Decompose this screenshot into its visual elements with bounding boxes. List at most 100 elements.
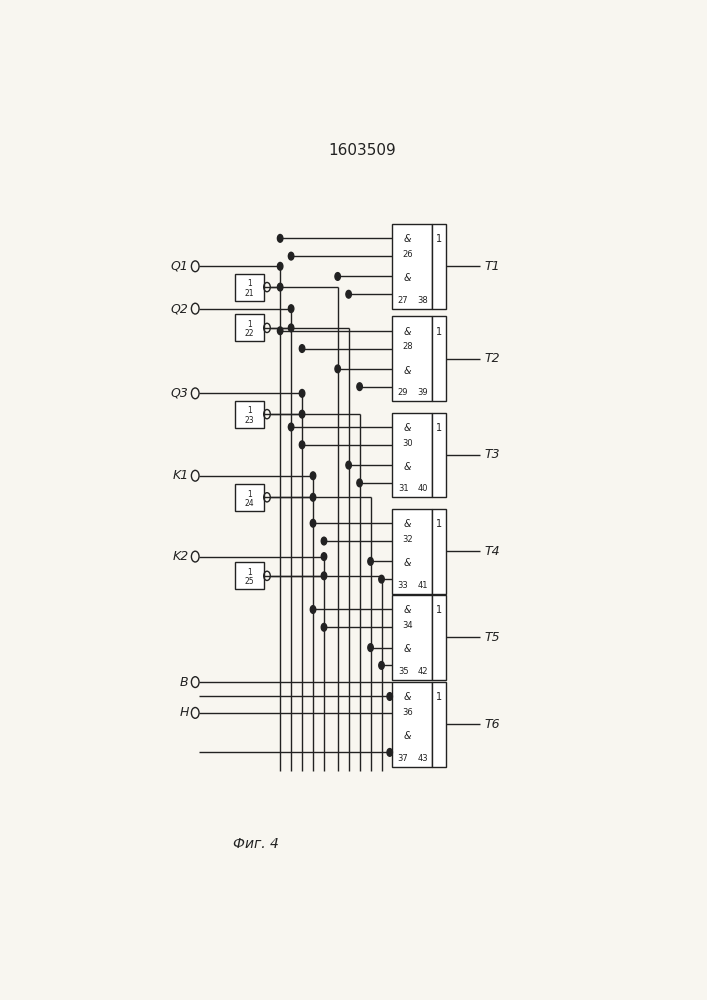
Circle shape xyxy=(321,537,327,545)
Text: 1: 1 xyxy=(436,234,442,244)
Circle shape xyxy=(321,553,327,560)
Text: 28: 28 xyxy=(402,342,413,351)
Text: 40: 40 xyxy=(417,484,428,493)
Text: 24: 24 xyxy=(245,499,255,508)
Text: 1: 1 xyxy=(436,519,442,529)
Text: 1: 1 xyxy=(436,605,442,615)
Bar xyxy=(392,509,432,594)
Text: 33: 33 xyxy=(398,581,409,590)
Text: 27: 27 xyxy=(398,296,409,305)
Text: Q1: Q1 xyxy=(171,260,189,273)
Bar xyxy=(392,413,432,497)
Circle shape xyxy=(310,519,316,527)
Circle shape xyxy=(299,389,305,397)
Bar xyxy=(392,316,432,401)
Circle shape xyxy=(277,283,283,291)
Text: &: & xyxy=(404,692,411,702)
Text: 1: 1 xyxy=(436,327,442,337)
Text: 26: 26 xyxy=(402,250,413,259)
Text: 1: 1 xyxy=(247,568,252,577)
Circle shape xyxy=(288,305,294,312)
Text: &: & xyxy=(404,605,411,615)
Text: 1603509: 1603509 xyxy=(329,143,396,158)
Bar xyxy=(432,413,446,497)
Circle shape xyxy=(299,345,305,352)
Circle shape xyxy=(288,423,294,431)
Circle shape xyxy=(368,644,373,651)
Circle shape xyxy=(321,623,327,631)
Text: &: & xyxy=(404,558,411,568)
Bar xyxy=(235,484,264,511)
Text: 22: 22 xyxy=(245,329,255,338)
Circle shape xyxy=(357,479,363,487)
Text: 41: 41 xyxy=(417,581,428,590)
Text: 34: 34 xyxy=(402,621,413,630)
Circle shape xyxy=(379,575,385,583)
Circle shape xyxy=(346,290,351,298)
Bar xyxy=(235,314,264,341)
Bar xyxy=(235,401,264,428)
Text: T2: T2 xyxy=(484,352,500,365)
Bar xyxy=(392,595,432,680)
Text: 39: 39 xyxy=(417,388,428,397)
Circle shape xyxy=(299,410,305,418)
Bar xyxy=(432,224,446,309)
Text: 43: 43 xyxy=(417,754,428,763)
Circle shape xyxy=(277,234,283,242)
Text: Q3: Q3 xyxy=(171,387,189,400)
Text: 1: 1 xyxy=(247,490,252,499)
Bar xyxy=(432,682,446,767)
Bar xyxy=(235,274,264,301)
Text: 35: 35 xyxy=(398,667,409,676)
Text: K2: K2 xyxy=(173,550,189,563)
Circle shape xyxy=(379,662,385,669)
Circle shape xyxy=(346,461,351,469)
Circle shape xyxy=(277,262,283,270)
Circle shape xyxy=(321,572,327,580)
Text: 30: 30 xyxy=(402,439,413,448)
Text: 32: 32 xyxy=(402,535,413,544)
Text: 38: 38 xyxy=(417,296,428,305)
Text: &: & xyxy=(404,423,411,433)
Text: &: & xyxy=(404,273,411,283)
Text: 1: 1 xyxy=(247,320,252,329)
Text: Q2: Q2 xyxy=(171,302,189,315)
Circle shape xyxy=(357,383,363,391)
Text: T6: T6 xyxy=(484,718,500,731)
Bar xyxy=(392,224,432,309)
Bar xyxy=(432,316,446,401)
Text: T3: T3 xyxy=(484,448,500,461)
Text: 31: 31 xyxy=(398,484,409,493)
Text: &: & xyxy=(404,644,411,654)
Text: H: H xyxy=(180,706,189,719)
Circle shape xyxy=(310,493,316,501)
Text: 25: 25 xyxy=(245,577,255,586)
Circle shape xyxy=(310,606,316,613)
Text: &: & xyxy=(404,327,411,337)
Text: B: B xyxy=(180,676,189,689)
Text: &: & xyxy=(404,234,411,244)
Text: 21: 21 xyxy=(245,289,255,298)
Text: &: & xyxy=(404,462,411,472)
Circle shape xyxy=(387,693,392,700)
Bar xyxy=(235,562,264,589)
Text: &: & xyxy=(404,366,411,376)
Text: 1: 1 xyxy=(436,692,442,702)
Circle shape xyxy=(299,441,305,449)
Circle shape xyxy=(310,472,316,480)
Bar xyxy=(432,595,446,680)
Text: 1: 1 xyxy=(247,406,252,415)
Circle shape xyxy=(288,252,294,260)
Text: Фиг. 4: Фиг. 4 xyxy=(233,837,279,851)
Text: 42: 42 xyxy=(417,667,428,676)
Text: T1: T1 xyxy=(484,260,500,273)
Circle shape xyxy=(335,365,341,373)
Text: 37: 37 xyxy=(398,754,409,763)
Text: 1: 1 xyxy=(436,423,442,433)
Text: &: & xyxy=(404,519,411,529)
Text: 23: 23 xyxy=(245,416,255,425)
Circle shape xyxy=(387,749,392,756)
Text: T5: T5 xyxy=(484,631,500,644)
Text: T4: T4 xyxy=(484,545,500,558)
Circle shape xyxy=(335,273,341,280)
